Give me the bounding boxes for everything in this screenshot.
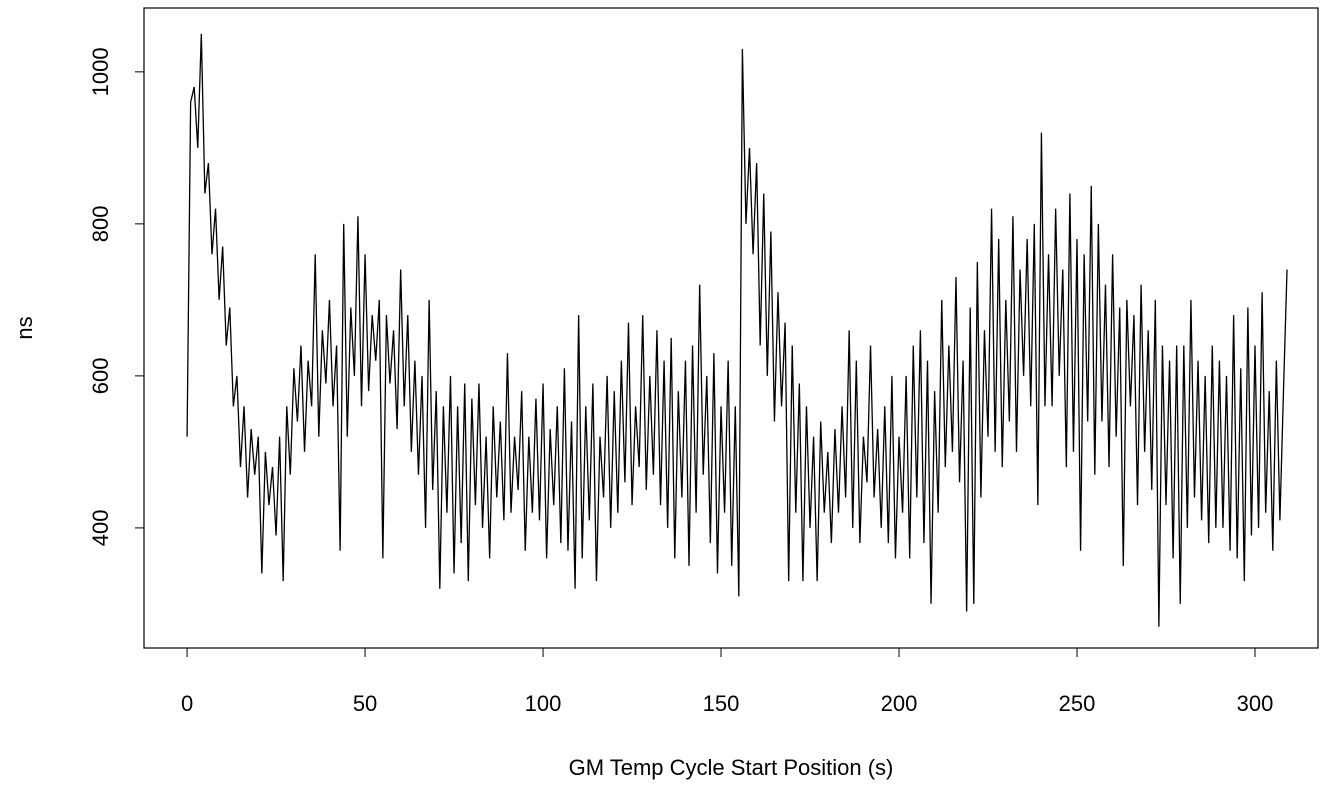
x-tick-label: 100 bbox=[525, 691, 562, 716]
x-tick-label: 200 bbox=[881, 691, 918, 716]
x-tick-label: 250 bbox=[1059, 691, 1096, 716]
x-axis-label: GM Temp Cycle Start Position (s) bbox=[569, 755, 894, 780]
x-tick-label: 150 bbox=[703, 691, 740, 716]
y-tick-label: 800 bbox=[88, 206, 113, 243]
data-line bbox=[186, 33, 1288, 627]
y-axis-label: ns bbox=[12, 316, 37, 339]
x-tick-label: 0 bbox=[181, 691, 193, 716]
x-tick-label: 300 bbox=[1237, 691, 1274, 716]
y-tick-label: 600 bbox=[88, 358, 113, 395]
y-tick-label: 1000 bbox=[88, 47, 113, 96]
y-tick-label: 400 bbox=[88, 510, 113, 547]
x-tick-label: 50 bbox=[353, 691, 377, 716]
